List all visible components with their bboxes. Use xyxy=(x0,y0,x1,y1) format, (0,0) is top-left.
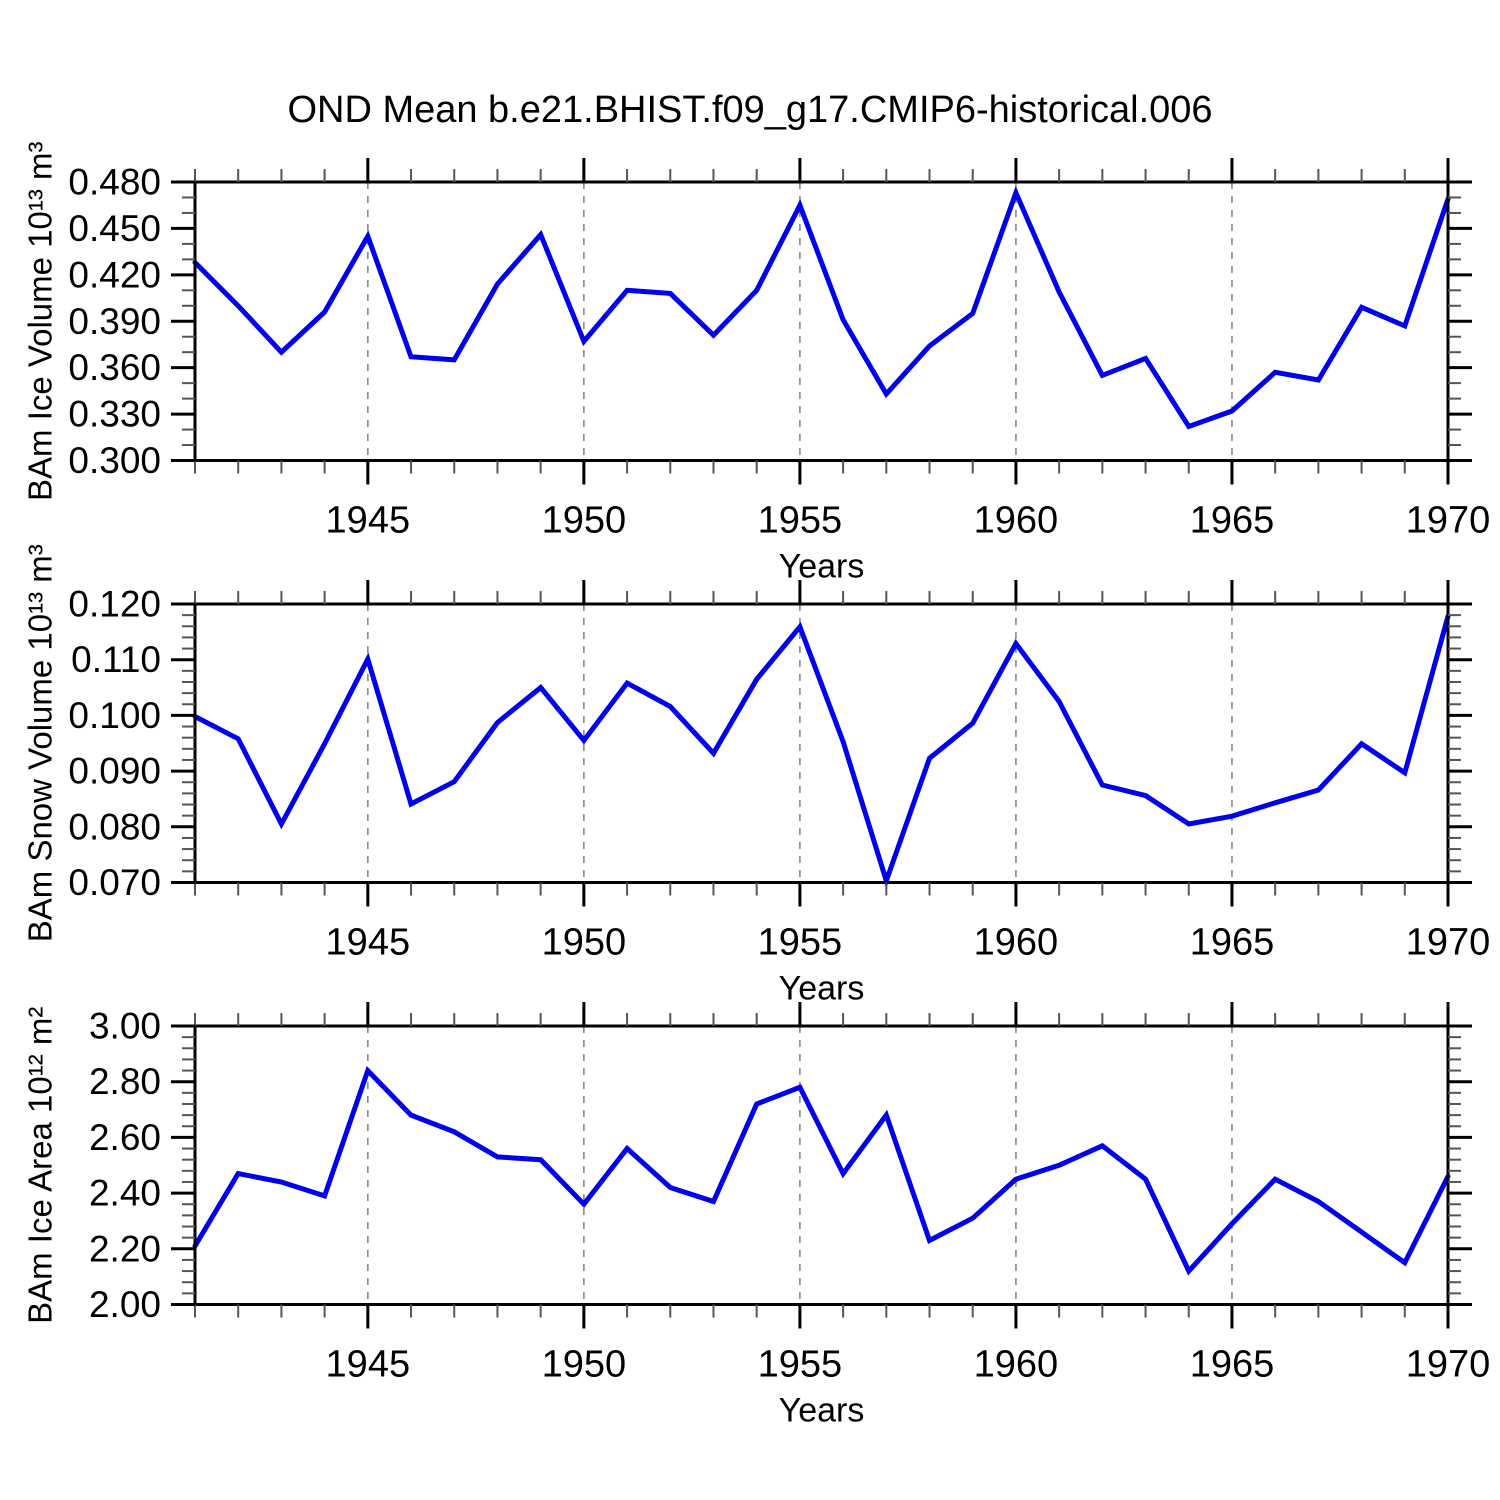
series-line-bam-ice-area xyxy=(192,1065,1451,1276)
x-tick-label: 1955 xyxy=(758,1344,843,1386)
y-tick-label: 0.420 xyxy=(68,254,161,295)
y-tick-label: 2.40 xyxy=(89,1173,161,1214)
y-tick-label: 0.070 xyxy=(68,862,161,903)
x-tick-label: 1960 xyxy=(974,922,1059,964)
x-tick-label: 1965 xyxy=(1190,922,1275,964)
series-line-bam-snow-volume xyxy=(192,613,1451,889)
y-tick-label: 0.450 xyxy=(68,208,161,249)
x-tick-label: 1970 xyxy=(1406,500,1491,542)
y-tick-label: 0.330 xyxy=(68,394,161,435)
y-axis-title: BAm Ice Area 10¹² m² xyxy=(22,1007,59,1324)
y-tick-label: 0.120 xyxy=(68,584,161,625)
x-tick-label: 1965 xyxy=(1190,500,1275,542)
y-tick-label: 0.360 xyxy=(68,347,161,388)
x-axis-title: Years xyxy=(779,970,865,1008)
x-tick-label: 1945 xyxy=(326,1344,411,1386)
x-tick-label: 1955 xyxy=(758,500,843,542)
x-tick-label: 1960 xyxy=(974,1344,1059,1386)
y-tick-label: 3.00 xyxy=(89,1006,161,1047)
plot-frame xyxy=(193,180,1450,462)
x-tick-label: 1955 xyxy=(758,922,843,964)
y-axis-title: BAm Snow Volume 10¹³ m³ xyxy=(22,544,59,942)
y-tick-label: 0.300 xyxy=(68,440,161,481)
y-tick-label: 2.20 xyxy=(89,1228,161,1269)
x-tick-label: 1970 xyxy=(1406,922,1491,964)
x-tick-label: 1950 xyxy=(542,500,627,542)
y-tick-label: 0.390 xyxy=(68,301,161,342)
y-tick-label: 2.00 xyxy=(89,1284,161,1325)
y-tick-label: 0.110 xyxy=(71,639,161,680)
tick-marks xyxy=(171,1002,1472,1329)
panel-bam-ice-volume: 0.300 0.330 0.360 0.390 0.420 0.450 0.480 1945 1… xyxy=(22,142,1491,586)
panel-bam-ice-area: 2.00 2.20 2.40 2.60 2.80 3.00 1945 1950 1955 1960… xyxy=(22,1002,1491,1430)
x-axis-title: Years xyxy=(779,1392,865,1430)
y-tick-label: 2.80 xyxy=(89,1061,161,1102)
plot-frame xyxy=(193,602,1450,884)
x-tick-label: 1965 xyxy=(1190,1344,1275,1386)
y-tick-label: 0.090 xyxy=(68,751,161,792)
x-tick-label: 1970 xyxy=(1406,1344,1491,1386)
x-tick-label: 1950 xyxy=(542,1344,627,1386)
chart-title: OND Mean b.e21.BHIST.f09_g17.CMIP6-histo… xyxy=(287,89,1212,131)
series-line-bam-ice-volume xyxy=(192,186,1451,430)
panels-container: 0.300 0.330 0.360 0.390 0.420 0.450 0.480 1945 1… xyxy=(22,142,1491,1430)
y-tick-label: 0.480 xyxy=(68,162,161,203)
plot-frame xyxy=(193,1024,1450,1306)
x-tick-label: 1950 xyxy=(542,922,627,964)
tick-marks xyxy=(171,580,1472,907)
y-axis-title: BAm Ice Volume 10¹³ m³ xyxy=(22,142,59,501)
y-tick-label: 0.080 xyxy=(68,806,161,847)
y-tick-label: 2.60 xyxy=(89,1117,161,1158)
x-tick-label: 1945 xyxy=(326,922,411,964)
x-tick-label: 1960 xyxy=(974,500,1059,542)
panel-bam-snow-volume: 0.070 0.080 0.090 0.100 0.110 0.120 1945 1950 19… xyxy=(22,544,1491,1007)
y-tick-label: 0.100 xyxy=(68,695,161,736)
x-axis-title: Years xyxy=(779,548,865,586)
tick-marks xyxy=(171,158,1472,485)
x-tick-label: 1945 xyxy=(326,500,411,542)
